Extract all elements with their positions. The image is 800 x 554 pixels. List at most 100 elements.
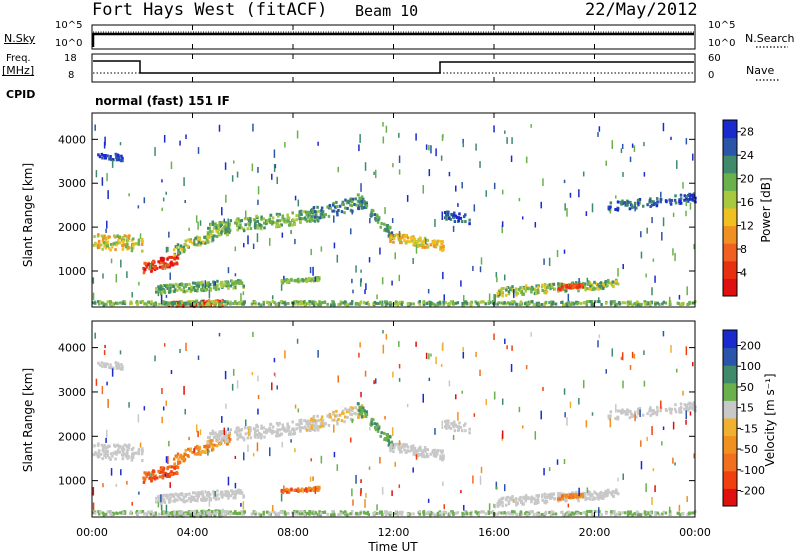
velocity-cell — [184, 512, 187, 516]
power-cell — [290, 277, 293, 281]
power-cell — [358, 144, 360, 152]
velocity-cell — [349, 417, 353, 421]
power-cell — [628, 207, 632, 211]
power-cell — [524, 302, 527, 306]
power-cell — [287, 281, 291, 285]
velocity-cell — [550, 492, 554, 496]
velocity-cell — [392, 371, 394, 378]
colorbar-swatch — [723, 330, 737, 349]
velocity-cell — [600, 512, 603, 516]
velocity-cell — [220, 493, 223, 497]
power-cell — [264, 222, 268, 226]
velocity-cell — [443, 420, 447, 424]
colorbar-swatch — [723, 347, 737, 366]
power-cell — [185, 283, 189, 287]
velocity-cell — [338, 413, 342, 417]
velocity-cell — [622, 473, 624, 480]
power-cell — [124, 245, 128, 249]
power-cell — [519, 303, 522, 307]
power-cell — [550, 302, 554, 306]
power-cell — [431, 241, 434, 245]
velocity-cell — [158, 475, 162, 479]
velocity-cell — [351, 418, 354, 424]
velocity-cell — [312, 513, 316, 517]
velocity-cell — [403, 444, 407, 448]
velocity-cell — [455, 394, 457, 400]
velocity-cell — [117, 448, 120, 452]
velocity-cell — [296, 338, 299, 344]
power-cell — [637, 201, 640, 205]
velocity-cell — [543, 467, 545, 476]
velocity-cell — [296, 510, 299, 514]
power-cell — [153, 267, 157, 271]
velocity-cell — [571, 495, 575, 499]
velocity-cell — [211, 429, 215, 433]
power-cell — [253, 224, 257, 228]
power-cell — [123, 234, 127, 238]
power-cell — [231, 175, 234, 182]
velocity-cell — [271, 509, 275, 513]
power-cell — [524, 286, 528, 290]
velocity-cell — [542, 386, 544, 391]
power-cell — [659, 200, 662, 204]
power-cell — [235, 301, 238, 305]
power-cell — [280, 284, 283, 291]
velocity-cell — [226, 491, 229, 495]
velocity-cell — [209, 498, 213, 502]
velocity-cell — [154, 355, 156, 362]
velocity-cell — [349, 412, 352, 416]
power-cell — [552, 282, 556, 286]
velocity-cell — [256, 442, 259, 452]
power-cell — [379, 301, 382, 305]
power-cell — [505, 288, 508, 292]
power-cell — [157, 287, 161, 291]
power-cell — [541, 289, 544, 293]
velocity-cell — [373, 422, 377, 426]
power-cell — [252, 123, 254, 132]
power-cell — [197, 147, 200, 154]
power-cell — [355, 302, 359, 306]
velocity-cell — [170, 470, 173, 474]
power-cell — [457, 216, 460, 220]
velocity-cell — [505, 498, 508, 502]
velocity-cell — [117, 366, 120, 370]
power-cell — [107, 190, 109, 200]
power-cell — [679, 193, 683, 197]
velocity-cell — [333, 513, 336, 517]
power-cell — [418, 244, 421, 248]
velocity-cell — [500, 511, 503, 515]
power-cell — [297, 214, 301, 218]
power-cell — [314, 301, 318, 305]
velocity-cell — [600, 494, 603, 498]
velocity-cell — [633, 410, 637, 414]
power-cell — [425, 238, 427, 245]
velocity-cell — [428, 353, 430, 360]
power-cell — [238, 219, 242, 223]
velocity-cell — [365, 492, 367, 498]
power-cell — [197, 302, 200, 306]
power-cell — [351, 197, 355, 201]
velocity-cell — [336, 464, 339, 471]
velocity-cell — [308, 421, 312, 425]
colorbar-tick-label: 15 — [740, 402, 754, 415]
power-cell — [163, 264, 166, 268]
velocity-cell — [109, 363, 112, 367]
velocity-cell — [578, 398, 580, 405]
velocity-cell — [130, 455, 133, 459]
velocity-cell — [210, 510, 214, 514]
velocity-cell — [690, 402, 693, 406]
power-cell — [464, 213, 467, 217]
power-cell — [226, 281, 229, 285]
power-cell — [99, 243, 103, 247]
power-cell — [126, 271, 128, 279]
power-cell — [570, 281, 574, 285]
velocity-cell — [616, 409, 620, 413]
velocity-cell — [239, 489, 242, 493]
velocity-cell — [193, 452, 197, 456]
velocity-cell — [604, 511, 608, 515]
power-cell — [253, 300, 256, 304]
power-cell — [421, 245, 424, 249]
velocity-cell — [386, 435, 389, 439]
power-cell — [540, 302, 544, 306]
power-cell — [520, 291, 524, 295]
